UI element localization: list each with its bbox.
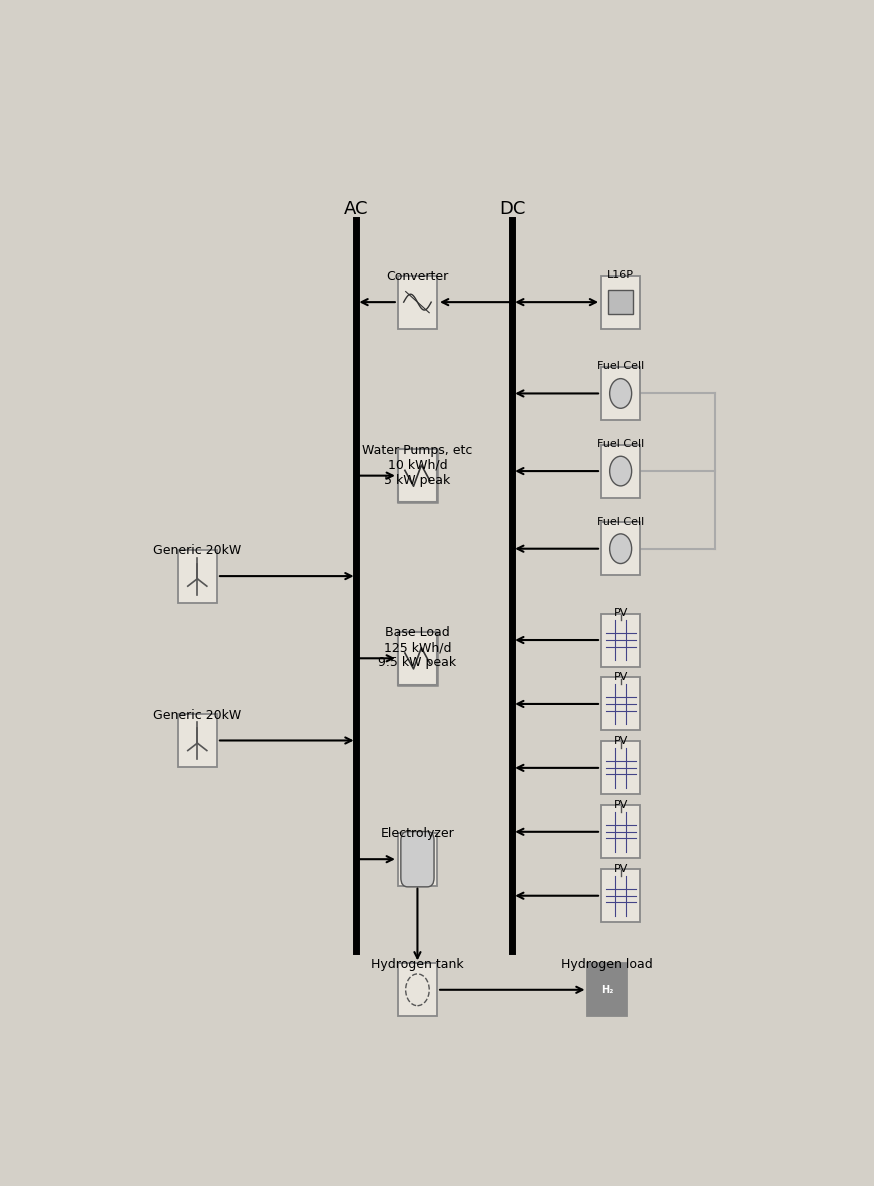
- Text: Generic 20kW: Generic 20kW: [153, 708, 241, 721]
- Text: Converter: Converter: [386, 270, 448, 283]
- FancyBboxPatch shape: [608, 291, 634, 314]
- Text: Base Load
125 kWh/d
9.5 kW peak: Base Load 125 kWh/d 9.5 kW peak: [378, 626, 456, 669]
- FancyBboxPatch shape: [601, 805, 641, 859]
- Text: L16P: L16P: [607, 270, 635, 280]
- Text: PV: PV: [614, 608, 628, 618]
- FancyBboxPatch shape: [398, 632, 437, 684]
- FancyBboxPatch shape: [601, 677, 641, 731]
- Text: Hydrogen tank: Hydrogen tank: [371, 958, 464, 971]
- FancyBboxPatch shape: [398, 449, 437, 502]
- FancyBboxPatch shape: [601, 613, 641, 667]
- Text: Fuel Cell: Fuel Cell: [597, 439, 644, 449]
- FancyBboxPatch shape: [601, 522, 641, 575]
- FancyBboxPatch shape: [177, 549, 217, 602]
- Text: PV: PV: [614, 799, 628, 810]
- FancyBboxPatch shape: [401, 831, 434, 887]
- Text: Fuel Cell: Fuel Cell: [597, 517, 644, 527]
- Circle shape: [610, 534, 632, 563]
- Text: AC: AC: [344, 200, 369, 218]
- Text: Electrolyzer: Electrolyzer: [380, 828, 454, 840]
- FancyBboxPatch shape: [601, 366, 641, 420]
- FancyBboxPatch shape: [398, 275, 437, 329]
- Text: DC: DC: [499, 200, 525, 218]
- FancyBboxPatch shape: [601, 869, 641, 923]
- FancyBboxPatch shape: [601, 741, 641, 795]
- FancyBboxPatch shape: [398, 632, 437, 684]
- FancyBboxPatch shape: [398, 449, 437, 502]
- Text: PV: PV: [614, 672, 628, 682]
- Text: Fuel Cell: Fuel Cell: [597, 362, 644, 371]
- FancyBboxPatch shape: [601, 275, 641, 329]
- FancyBboxPatch shape: [587, 963, 627, 1016]
- FancyBboxPatch shape: [398, 963, 437, 1016]
- Circle shape: [610, 457, 632, 486]
- Text: Water Pumps, etc
10 kWh/d
5 kW peak: Water Pumps, etc 10 kWh/d 5 kW peak: [362, 444, 473, 486]
- FancyBboxPatch shape: [177, 714, 217, 767]
- FancyBboxPatch shape: [601, 445, 641, 498]
- Text: PV: PV: [614, 863, 628, 874]
- Text: Generic 20kW: Generic 20kW: [153, 544, 241, 557]
- Text: PV: PV: [614, 735, 628, 746]
- Text: Hydrogen load: Hydrogen load: [561, 958, 653, 971]
- Circle shape: [610, 378, 632, 408]
- FancyBboxPatch shape: [398, 833, 437, 886]
- Text: H₂: H₂: [601, 984, 614, 995]
